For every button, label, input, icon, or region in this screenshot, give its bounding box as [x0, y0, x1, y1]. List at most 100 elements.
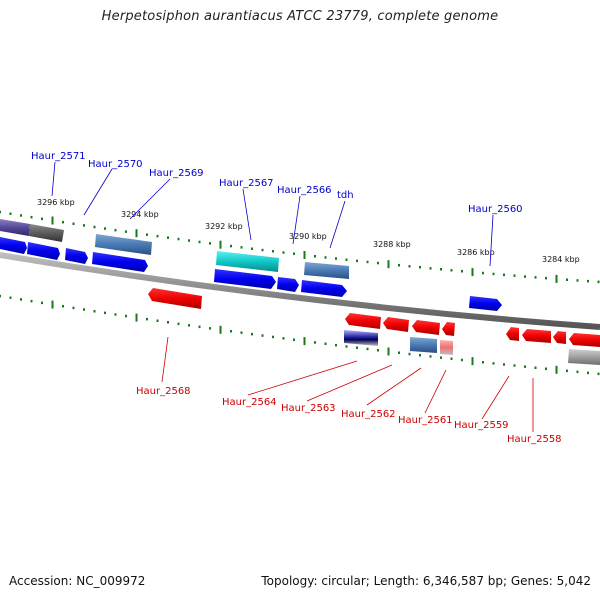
tick-mark	[482, 361, 484, 364]
tick-mark	[251, 247, 253, 250]
gene-label[interactable]: Haur_2558	[507, 434, 562, 445]
gene-arrow-red[interactable]	[553, 331, 566, 344]
map-title: Herpetosiphon aurantiacus ATCC 23779, co…	[101, 9, 499, 24]
tick-mark	[188, 239, 190, 242]
gene-label[interactable]: Haur_2562	[341, 409, 396, 420]
bottom-gene-labels: Haur_2568 Haur_2564 Haur_2563 Haur_2562 …	[136, 336, 562, 445]
tick-mark	[146, 317, 148, 321]
gene-label[interactable]: tdh	[337, 190, 354, 201]
tick-mark	[324, 342, 327, 345]
gene-label[interactable]: Haur_2570	[88, 159, 143, 170]
gene-label[interactable]: Haur_2563	[281, 403, 336, 414]
tick-mark	[398, 264, 400, 267]
tick-mark	[219, 325, 222, 334]
gene-block-gray[interactable]	[568, 349, 600, 365]
tick-mark	[471, 268, 474, 277]
tick-mark	[408, 265, 411, 268]
tick-mark	[198, 240, 201, 244]
gene-label[interactable]: Haur_2559	[454, 420, 509, 431]
genome-summary: Topology: circular; Length: 6,346,587 bp…	[261, 574, 591, 588]
tick-mark	[387, 260, 390, 269]
gene-arrow-blue[interactable]	[301, 280, 347, 297]
gene-arrow-blue[interactable]	[0, 237, 27, 254]
gene-block-pink[interactable]	[440, 340, 453, 355]
gene-label[interactable]: Haur_2564	[222, 397, 277, 408]
tick-mark	[576, 370, 579, 374]
tick-mark	[20, 214, 22, 217]
gene-label[interactable]: Haur_2561	[398, 415, 453, 426]
tick-mark	[503, 363, 505, 366]
gene-arrow-blue[interactable]	[27, 242, 60, 260]
gene-arrow-red[interactable]	[506, 327, 519, 341]
tick-mark	[587, 371, 589, 375]
gene-block-purple[interactable]	[0, 219, 30, 236]
gene-label[interactable]: Haur_2566	[277, 185, 332, 196]
kbp-label: 3292 kbp	[205, 222, 243, 231]
gene-label[interactable]: Haur_2569	[149, 168, 204, 179]
gene-block-steel-gray[interactable]	[304, 262, 349, 279]
tick-mark	[230, 330, 232, 333]
gene-arrow-red[interactable]	[345, 313, 381, 329]
gene-block-steel[interactable]	[410, 337, 437, 353]
tick-mark	[282, 337, 285, 340]
tick-mark	[30, 215, 33, 219]
kbp-label: 3294 kbp	[121, 210, 159, 219]
tick-mark	[513, 274, 516, 277]
tick-mark	[0, 210, 1, 214]
tick-mark	[545, 276, 547, 280]
gene-block-dark[interactable]	[29, 224, 64, 242]
gene-block-cyan[interactable]	[216, 251, 279, 272]
tick-mark	[114, 313, 117, 316]
tick-mark	[20, 298, 22, 301]
tick-mark	[450, 357, 453, 360]
gene-block-navy[interactable]	[344, 330, 378, 346]
tick-mark	[335, 343, 337, 347]
tick-mark	[156, 319, 159, 322]
gene-label[interactable]: Haur_2560	[468, 204, 523, 215]
gene-arrow-red[interactable]	[148, 288, 202, 309]
tick-mark	[282, 251, 285, 254]
tick-mark	[597, 280, 600, 284]
tick-mark	[419, 354, 421, 357]
tick-mark	[408, 352, 411, 356]
tick-mark	[93, 225, 96, 229]
tick-mark	[461, 270, 463, 273]
tick-mark	[240, 331, 243, 334]
tick-mark	[429, 355, 432, 358]
gene-arrow-blue[interactable]	[277, 277, 299, 292]
gene-arrow-red[interactable]	[569, 333, 600, 347]
gene-arrow-blue[interactable]	[65, 248, 88, 264]
gene-block-steel[interactable]	[95, 234, 152, 255]
tick-mark	[272, 250, 274, 253]
tick-mark	[566, 369, 568, 373]
gene-arrow-red[interactable]	[522, 329, 551, 343]
tick-mark	[524, 365, 526, 368]
gene-label[interactable]: Haur_2571	[31, 151, 86, 162]
kbp-label: 3288 kbp	[373, 240, 411, 249]
genome-backbone	[0, 252, 600, 330]
tick-mark	[125, 314, 127, 318]
kbp-label: 3284 kbp	[542, 255, 580, 264]
gene-arrow-blue[interactable]	[214, 269, 276, 289]
gene-label[interactable]: Haur_2568	[136, 386, 191, 397]
tick-mark	[93, 310, 96, 313]
gene-arrow-red[interactable]	[383, 317, 409, 332]
kbp-label: 3290 kbp	[289, 232, 327, 241]
tick-mark	[524, 275, 526, 278]
tick-mark	[41, 217, 43, 221]
gene-label[interactable]: Haur_2567	[219, 178, 274, 189]
tick-track-top	[0, 210, 600, 284]
gene-arrow-blue[interactable]	[92, 252, 148, 272]
gene-arrow-blue[interactable]	[469, 296, 502, 311]
tick-mark	[167, 321, 169, 324]
tick-mark	[335, 257, 337, 260]
tick-mark	[303, 251, 306, 259]
tick-mark	[545, 367, 547, 370]
tick-mark	[303, 337, 306, 346]
tick-mark	[293, 338, 295, 341]
tick-mark	[9, 296, 12, 299]
gene-arrow-red[interactable]	[442, 322, 455, 336]
tick-mark	[156, 234, 159, 238]
tick-mark	[51, 216, 54, 225]
gene-arrow-red[interactable]	[412, 320, 440, 335]
